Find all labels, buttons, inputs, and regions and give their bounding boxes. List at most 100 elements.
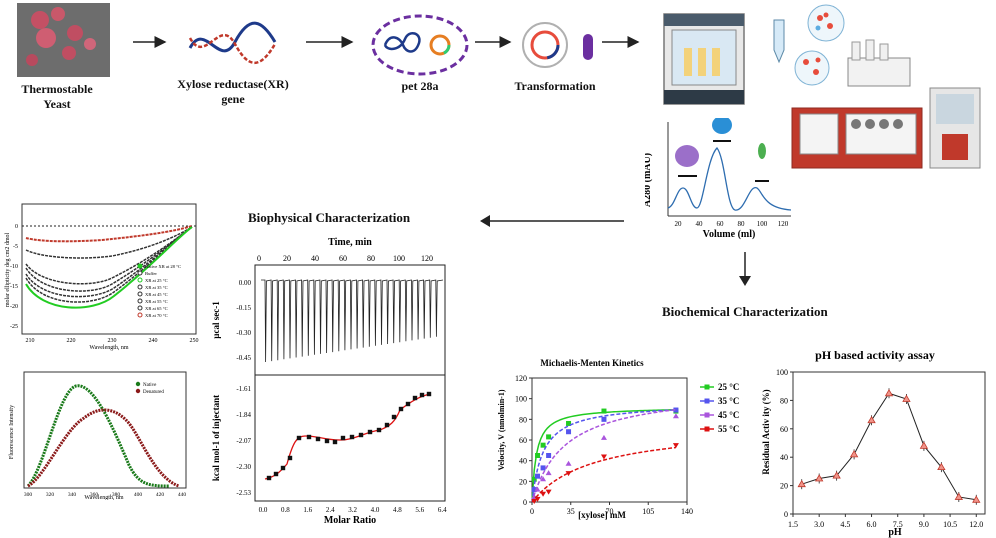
cd-legend-item: XR at 65 °C [145,306,168,311]
itc-bottom-x-tick: 4.0 [371,506,380,514]
michaelis-menten-chart: Michaelis-Menten Kinetics Velocity, V (n… [497,358,739,520]
flow-arrow-down [739,252,751,286]
ph-plot-frame [792,371,986,515]
mm-data-point [672,413,679,419]
cd-spectrum-chart: 0 -5 -10 -15 -20 -25 210 220 230 240 250 Native X… [5,203,199,351]
cd-legend-marker [137,270,143,276]
itc-bottom-y-label: kcal mol-1 of injectant [211,395,221,481]
mm-data-point [534,496,541,502]
mm-data-point [673,407,679,413]
step-label-line: Yeast [43,97,71,111]
mm-data-point [534,486,541,492]
itc-data-point [273,471,279,477]
itc-bottom-x-ticks: 0.0 0.8 1.6 2.4 3.2 4.0 4.8 5.6 6.4 [259,506,447,514]
akta-instrument-icon [791,87,981,169]
cd-x-label: Wavelength, nm [89,345,129,351]
chromatogram-y-label: A280 (mAU) [645,153,653,207]
mm-data-point [546,434,552,440]
ph-x-tick: 1.5 [788,520,798,529]
itc-top-title: Time, min [328,237,372,248]
itc-bottom-x-tick: 4.8 [393,506,402,514]
cd-legend-marker [137,291,143,297]
itc-data-point [296,435,302,441]
itc-data-point [412,395,418,401]
mm-data-point [540,491,547,497]
step-label-yeast: Thermostable Yeast [2,82,112,112]
itc-data-point [324,438,330,444]
cd-legend-marker [137,312,143,318]
fluorescence-x-tick: 340 [68,492,77,498]
step-label-line: Xylose reductase(XR) [177,77,289,91]
chromatogram-x-label: Volume (ml) [703,229,756,240]
ph-data-point [884,389,894,397]
ph-data-point [797,479,806,488]
mm-title: Michaelis-Menten Kinetics [540,358,644,368]
plasmid-pet28a-icon [371,14,469,76]
ph-title: pH based activity assay [815,348,935,362]
cd-y-ticks: 0 -5 -10 -15 -20 -25 [10,224,18,330]
itc-top-y-tick: -0.30 [236,329,251,337]
ph-x-tick: 12.0 [969,520,983,529]
chromatogram-x-ticks: 20 40 60 80 100 120 [675,220,789,228]
itc-top-x-tick: 80 [367,254,375,263]
itc-data-point [367,429,373,435]
mm-data-point [565,471,572,477]
itc-data-point [376,427,382,433]
mm-x-tick: 0 [530,507,534,516]
ph-data-point [919,441,929,449]
itc-top-y-tick: -0.15 [236,304,251,312]
itc-bottom-x-tick: 2.4 [326,506,335,514]
ph-data-point [867,415,876,424]
mm-fit-curve [531,408,677,503]
mm-y-tick: 0 [523,498,527,507]
itc-data-point [391,414,397,420]
fluorescence-x-tick: 440 [178,492,187,498]
itc-data-point [405,401,411,407]
itc-bottom-y-ticks: -1.61 -1.84 -2.07 -2.30 -2.53 [236,385,251,497]
chromatogram-x-tick: 20 [675,220,683,228]
ph-data-point [814,474,824,482]
fluorescence-legend-item: Denatured [143,390,164,395]
cd-x-tick: 220 [67,338,76,344]
mm-data-point [600,454,607,460]
cd-legend-item: Native XR at 28 °C [145,264,181,269]
itc-top-x-ticks: 0 20 40 60 80 100 120 [257,254,433,263]
cd-y-tick: -15 [10,284,18,290]
cd-y-tick: -20 [10,304,18,310]
itc-bottom-x-tick: 0.8 [281,506,290,514]
cd-y-tick: -25 [10,324,18,330]
mm-data-point [566,429,572,435]
mm-y-tick: 100 [515,395,527,404]
mm-y-tick: 120 [515,374,527,383]
mm-legend-item: 45 °C [718,410,739,420]
itc-bottom-x-tick: 3.2 [348,506,357,514]
fluorescence-x-tick: 300 [24,492,33,498]
itc-data-point [280,465,286,471]
step-label-transformation: Transformation [514,79,596,93]
itc-bottom-y-tick: -2.53 [236,489,251,497]
itc-bottom-y-tick: -1.84 [236,411,251,419]
cd-legend-item: XR at 45 °C [145,292,168,297]
mm-y-tick: 80 [519,415,527,424]
ph-y-tick: 100 [776,368,788,377]
cd-legend-marker [137,284,143,290]
ph-x-tick: 6.0 [867,520,877,529]
ph-y-tick: 20 [780,482,788,491]
itc-top-x-tick: 20 [283,254,291,263]
mm-data-point [540,465,546,471]
itc-data-point [287,455,293,461]
fluorescence-chart: 300 320 340 360 380 400 420 440 Native Denatured… [9,371,187,500]
ph-y-label: Residual Activ ity (%) [761,389,771,474]
itc-data-point [306,434,312,440]
itc-top-y-tick: -0.45 [236,354,251,362]
mm-plot-frame [531,377,688,503]
itc-data-point [426,391,432,397]
itc-bottom-y-tick: -2.07 [236,437,251,445]
mm-y-tick: 40 [519,457,527,466]
ph-x-tick: 9.0 [919,520,929,529]
ph-activity-chart: pH based activity assay Residual Activ i… [761,348,986,538]
mm-fit-curve [531,409,676,503]
itc-top-x-tick: 100 [393,254,405,263]
step-label-line: Thermostable [21,82,93,96]
ph-data-point [902,394,911,402]
